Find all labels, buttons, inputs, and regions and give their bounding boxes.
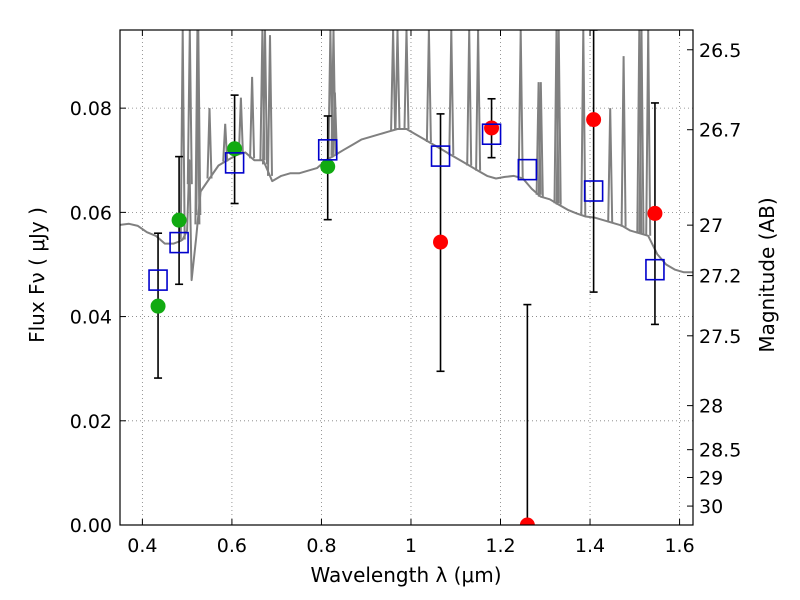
emission-line: [580, 30, 587, 216]
model-square: [169, 231, 189, 254]
x-tick-label: 0.8: [306, 535, 336, 557]
model-square: [148, 269, 168, 291]
emission-line: [403, 30, 410, 130]
right-tick-label: 28: [699, 396, 723, 418]
sed-continuum: [120, 128, 693, 282]
right-tick-label: 28.5: [699, 440, 741, 462]
emission-line: [448, 30, 455, 156]
emission-line: [222, 123, 229, 162]
right-tick-label: 26.5: [699, 40, 741, 62]
data-markers: [148, 112, 665, 525]
model-square: [317, 139, 338, 161]
x-axis-label: Wavelength λ (μm): [310, 563, 501, 587]
grid-lines: [120, 30, 693, 526]
emission-line: [394, 30, 401, 130]
model-square: [430, 145, 451, 167]
x-tick-labels: 0.4 0.6 0.8 1 1.2 1.4 1.6: [127, 535, 694, 557]
emission-line: [425, 30, 432, 143]
right-tick-label: 26.7: [699, 120, 741, 142]
right-axis-label: Magnitude (AB): [755, 197, 779, 352]
x-tick-label: 1.6: [664, 535, 694, 557]
x-tick-label: 0.4: [127, 535, 157, 557]
right-tick-label: 27.2: [699, 266, 741, 288]
right-tick-labels: 26.5 26.7 27 27.2 27.5 28 28.5 29 30: [699, 40, 741, 518]
tick-marks: [120, 30, 693, 526]
emission-line: [195, 30, 202, 216]
green-data-point: [150, 298, 166, 314]
red-data-point: [586, 112, 602, 128]
sed-curve: [120, 30, 693, 282]
y-tick-label: 0.00: [70, 515, 112, 537]
right-tick-label: 30: [699, 496, 723, 518]
model-square: [645, 258, 665, 281]
x-tick-label: 1.2: [485, 535, 515, 557]
emission-line: [555, 30, 562, 205]
right-tick-label: 27: [699, 215, 723, 237]
error-bar: [589, 30, 598, 293]
emission-line: [466, 30, 473, 166]
green-data-point: [171, 212, 187, 228]
model-square: [583, 180, 604, 202]
emission-line: [249, 76, 256, 159]
y-tick-label: 0.04: [70, 307, 112, 329]
red-data-point: [484, 120, 500, 136]
red-data-point: [433, 234, 449, 250]
emission-line: [262, 30, 268, 165]
y-axis-label: Flux Fν ( μJy ): [25, 207, 49, 343]
emission-line: [186, 30, 193, 185]
emission-line: [331, 92, 338, 156]
red-data-point: [519, 517, 535, 525]
y-tick-label: 0.02: [70, 411, 112, 433]
right-tick-label: 29: [699, 467, 723, 489]
model-square: [517, 158, 538, 181]
y-tick-labels: 0.00 0.02 0.04 0.06 0.08: [70, 98, 112, 537]
emission-line: [645, 30, 652, 236]
emission-line: [179, 30, 186, 240]
error-bar: [523, 303, 532, 525]
x-tick-label: 1: [405, 535, 417, 557]
y-tick-label: 0.06: [70, 202, 112, 224]
green-data-point: [227, 141, 243, 157]
y-tick-label: 0.08: [70, 98, 112, 120]
emission-line: [537, 82, 544, 197]
emission-line: [475, 30, 482, 171]
plot-frame: [119, 29, 694, 526]
right-tick-label: 27.5: [699, 326, 741, 348]
emission-line: [620, 56, 627, 227]
model-square: [481, 123, 502, 146]
red-data-point: [647, 205, 663, 221]
emission-line: [638, 30, 645, 234]
emission-line: [390, 30, 397, 131]
x-tick-label: 0.6: [217, 535, 247, 557]
emission-line: [206, 108, 213, 179]
emission-line: [517, 30, 524, 178]
model-square: [224, 152, 245, 174]
emission-line: [607, 108, 614, 223]
green-data-point: [320, 159, 336, 175]
emission-line: [237, 97, 244, 154]
x-tick-label: 1.4: [575, 535, 605, 557]
emission-line: [267, 35, 273, 176]
